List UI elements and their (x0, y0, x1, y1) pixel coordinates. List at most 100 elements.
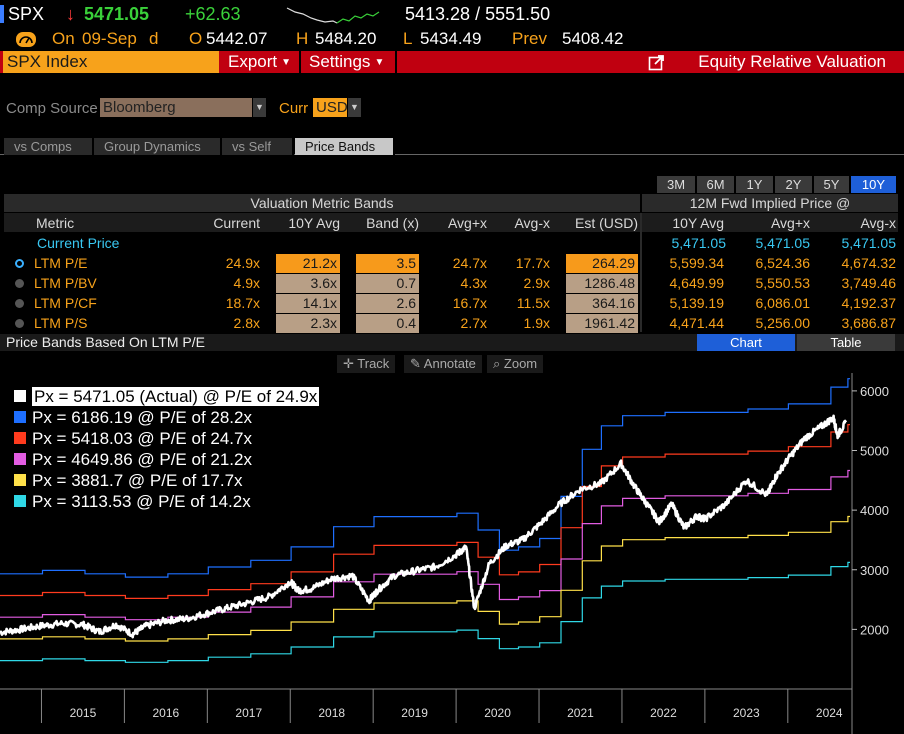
cell-est: 264.29 (566, 254, 638, 273)
chevron-down-icon[interactable]: ▼ (348, 98, 361, 117)
zoom-tool[interactable]: ⌕ Zoom (487, 355, 544, 373)
cell-p-minus: 4,674.32 (841, 255, 897, 271)
band-lines (0, 378, 850, 663)
x-tick-label: 2021 (567, 706, 594, 720)
legend-swatch (14, 432, 26, 444)
legend-label: Px = 5418.03 @ P/E of 24.7x (32, 429, 252, 448)
legend-item-plus1[interactable]: Px = 5418.03 @ P/E of 24.7x (10, 428, 319, 449)
chart-legend: Px = 5471.05 (Actual) @ P/E of 24.9x Px =… (10, 386, 320, 512)
pencil-icon: ✎ (410, 356, 424, 371)
legend-label: Px = 6186.19 @ P/E of 28.2x (32, 408, 252, 427)
caret-down-icon: ▼ (281, 57, 292, 68)
currency-label: Curr (279, 100, 309, 117)
range-6m[interactable]: 6M (697, 176, 734, 193)
y-tick-label: 3000 (860, 563, 889, 578)
band-line-plus1 (0, 424, 850, 599)
cell-p-avg: 4,649.99 (669, 275, 725, 291)
metric-name[interactable]: LTM P/BV (34, 275, 97, 291)
price-bands-title: Price Bands Based On LTM P/E (6, 334, 205, 350)
annotate-tool[interactable]: ✎ Annotate (404, 355, 482, 373)
metric-name[interactable]: LTM P/E (34, 255, 88, 271)
legend-item-minus1[interactable]: Px = 3881.7 @ P/E of 17.7x (10, 470, 319, 491)
cell-p-avg: 5,139.19 (669, 295, 725, 311)
metric-radio-2[interactable] (15, 299, 24, 308)
x-tick-label: 2019 (401, 706, 428, 720)
chevron-down-icon[interactable]: ▼ (253, 98, 266, 117)
col-fwd-avg-plus: Avg+x (770, 215, 810, 231)
legend-item-plus2[interactable]: Px = 6186.19 @ P/E of 28.2x (10, 407, 319, 428)
col-current: Current (213, 215, 260, 231)
band-line-plus2 (0, 378, 850, 578)
x-tick-label: 2020 (484, 706, 511, 720)
range-5y[interactable]: 5Y (814, 176, 849, 193)
intraday-sparkline (286, 7, 380, 24)
valuation-table: Valuation Metric Bands 12M Fwd Implied P… (0, 194, 904, 333)
legend-item-avg[interactable]: Px = 4649.86 @ P/E of 21.2x (10, 449, 319, 470)
y-tick-label: 5000 (860, 444, 889, 459)
table-view-button[interactable]: Table (797, 334, 895, 351)
cell-current: 24.9x (225, 255, 260, 271)
cell-p-plus: 5,256.00 (755, 315, 811, 331)
x-tick-label: 2018 (318, 706, 345, 720)
y-tick-label: 4000 (860, 503, 889, 518)
band-line-avg (0, 469, 850, 621)
col-fwd-10y-avg: 10Y Avg (672, 215, 724, 231)
col-metric: Metric (36, 215, 75, 231)
range-2y[interactable]: 2Y (775, 176, 812, 193)
cell-p-avg: 4,471.44 (669, 315, 725, 331)
ticker-symbol[interactable]: SPX (8, 4, 45, 24)
cell-avg: 21.2x (276, 254, 340, 273)
cell-plus: 4.3x (460, 275, 487, 291)
popout-icon[interactable] (648, 54, 665, 71)
prev-value: 5408.42 (562, 29, 624, 48)
open-label: O (189, 29, 203, 48)
settings-menu[interactable]: Settings ▼ (302, 51, 397, 73)
actual-price-path (0, 414, 848, 639)
track-tool[interactable]: ✛ Track (337, 355, 396, 373)
band-line-minus2 (0, 561, 850, 663)
tab-vs-self[interactable]: vs Self (222, 138, 294, 155)
metric-radio-3[interactable] (15, 319, 24, 328)
legend-label: Px = 4649.86 @ P/E of 21.2x (32, 450, 252, 469)
tab-group-dynamics[interactable]: Group Dynamics (94, 138, 222, 155)
tab-price-bands[interactable]: Price Bands (295, 138, 395, 155)
quote-date: 09-Sep (82, 29, 137, 48)
security-index-field[interactable]: SPX Index (3, 51, 219, 73)
x-tick-label: 2022 (650, 706, 677, 720)
legend-item-actual[interactable]: Px = 5471.05 (Actual) @ P/E of 24.9x (10, 386, 320, 407)
low-value: 5434.49 (420, 29, 482, 48)
cell-p-avg: 5,599.34 (669, 255, 725, 271)
comp-source-dropdown[interactable]: Bloomberg (100, 98, 252, 117)
range-3m[interactable]: 3M (657, 176, 695, 193)
cell-est: 364.16 (566, 294, 638, 313)
down-arrow-icon: ↓ (66, 4, 75, 24)
tab-vs-comps[interactable]: vs Comps (4, 138, 94, 155)
legend-swatch (14, 495, 26, 507)
chart-view-button[interactable]: Chart (697, 334, 795, 351)
cell-avg: 2.3x (276, 314, 340, 333)
cell-band: 0.4 (356, 314, 419, 333)
metric-name[interactable]: LTM P/S (34, 315, 88, 331)
low-label: L (403, 29, 413, 48)
x-tick-label: 2023 (733, 706, 760, 720)
metric-radio-0[interactable] (15, 259, 24, 268)
currency-dropdown[interactable]: USD (313, 98, 348, 117)
cell-plus: 2.7x (460, 315, 487, 331)
range-1y[interactable]: 1Y (736, 176, 773, 193)
export-menu[interactable]: Export ▼ (221, 51, 301, 73)
range-10y[interactable]: 10Y (851, 176, 896, 193)
cell-avg: 3.6x (276, 274, 340, 293)
legend-swatch (14, 390, 26, 402)
metric-name[interactable]: LTM P/CF (34, 295, 97, 311)
ticker-bar: SPX ↓ 5471.05 +62.63 5413.28 / 5551.50 (0, 0, 904, 30)
cell-current: 2.8x (233, 315, 260, 331)
net-change: +62.63 (185, 4, 241, 24)
legend-item-minus2[interactable]: Px = 3113.53 @ P/E of 14.2x (10, 491, 319, 512)
export-label: Export (228, 52, 278, 71)
actual-price-line (0, 414, 848, 639)
col-band: Band (x) (366, 215, 419, 231)
gauge-icon (16, 32, 36, 47)
group-header-implied: 12M Fwd Implied Price @ (642, 194, 898, 212)
cell-p-plus: 5,550.53 (755, 275, 811, 291)
metric-radio-1[interactable] (15, 279, 24, 288)
